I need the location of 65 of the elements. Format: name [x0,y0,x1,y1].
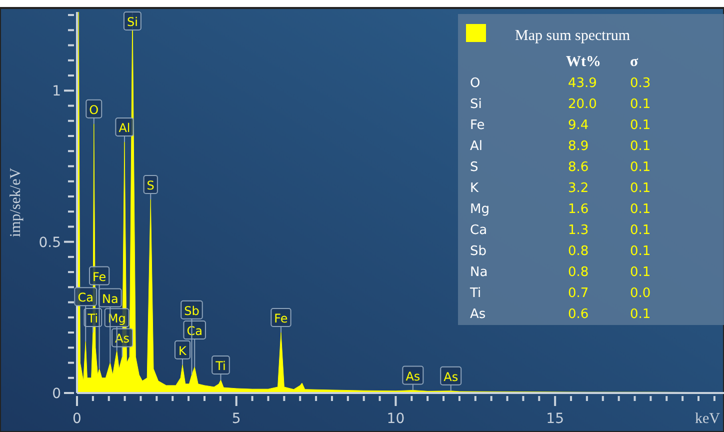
y-tick-label: 0.5 [38,234,61,251]
annotation: Na [470,265,488,280]
annotation: Si [470,97,482,112]
annotation: As [115,332,130,346]
annotation: 8.6 [568,160,589,175]
annotation: Si [126,15,138,29]
annotation: Al [470,139,483,154]
y-axis-title: imp/sek/eV [8,168,24,238]
x-tick-label: 15 [546,411,564,427]
annotation: Fe [274,312,288,326]
y-tick-label: 0 [52,386,61,402]
annotation: 0.1 [630,139,651,154]
annotation: S [470,160,478,175]
x-tick-label: 10 [386,411,405,427]
y-tick-label: 1 [52,84,61,100]
annotation: As [470,307,486,322]
annotation: 9.4 [568,118,589,133]
annotation: 43.9 [568,76,597,91]
annotation: 0.8 [568,244,589,259]
annotation: O [89,102,99,117]
annotation: Ti [469,286,482,301]
annotation: 0.1 [630,97,651,112]
annotation: K [178,344,188,358]
annotation: Ti [214,359,226,373]
annotation: Fe [92,270,106,284]
annotation: Na [102,292,118,306]
annotation: O [470,76,480,91]
annotation: Ca [186,324,202,338]
annotation: 0.1 [630,265,651,280]
annotation: 0.1 [630,160,651,175]
annotation: 8.9 [568,139,589,154]
x-axis-title: keV [695,411,720,427]
annotation: 0.1 [630,307,651,322]
annotation: Ti [86,312,98,326]
annotation: K [470,181,479,196]
annotation: Sb [470,244,487,259]
annotation: Mg [108,312,126,326]
annotation: Fe [470,118,485,133]
annotation: 3.2 [568,181,589,196]
annotation: As [406,369,420,384]
annotation: Al [118,121,130,136]
annotation: 0.7 [568,286,589,301]
annotation: σ [630,54,639,70]
annotation: 0.1 [630,202,651,217]
annotation: 1.6 [568,202,589,217]
annotation: 0.1 [630,181,651,196]
annotation: Mg [470,202,490,217]
annotation: Wt% [566,54,601,70]
annotation: Sb [184,304,200,318]
annotation: 0.8 [568,265,589,280]
x-tick-label: 0 [72,411,82,427]
annotation: 0.0 [630,286,651,301]
annotation: 0.1 [630,223,651,238]
x-tick-label: 5 [232,411,241,427]
annotation: 1.3 [568,223,589,238]
annotation: 0.6 [568,307,589,322]
annotation: As [444,370,458,384]
annotation: Ca [78,290,94,305]
annotation: 0.3 [630,76,651,91]
annotation: 20.0 [568,97,597,112]
annotation: 0.1 [630,244,651,259]
annotation: 0.1 [630,118,651,133]
annotation: Ca [470,223,488,238]
legend-label: Map sum spectrum [515,28,630,44]
annotation: S [146,178,154,192]
